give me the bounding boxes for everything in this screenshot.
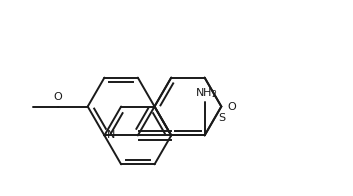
Text: S: S	[218, 113, 225, 123]
Text: N: N	[107, 130, 115, 140]
Text: O: O	[228, 102, 237, 112]
Text: O: O	[53, 92, 62, 102]
Text: NH$_2$: NH$_2$	[195, 86, 218, 100]
